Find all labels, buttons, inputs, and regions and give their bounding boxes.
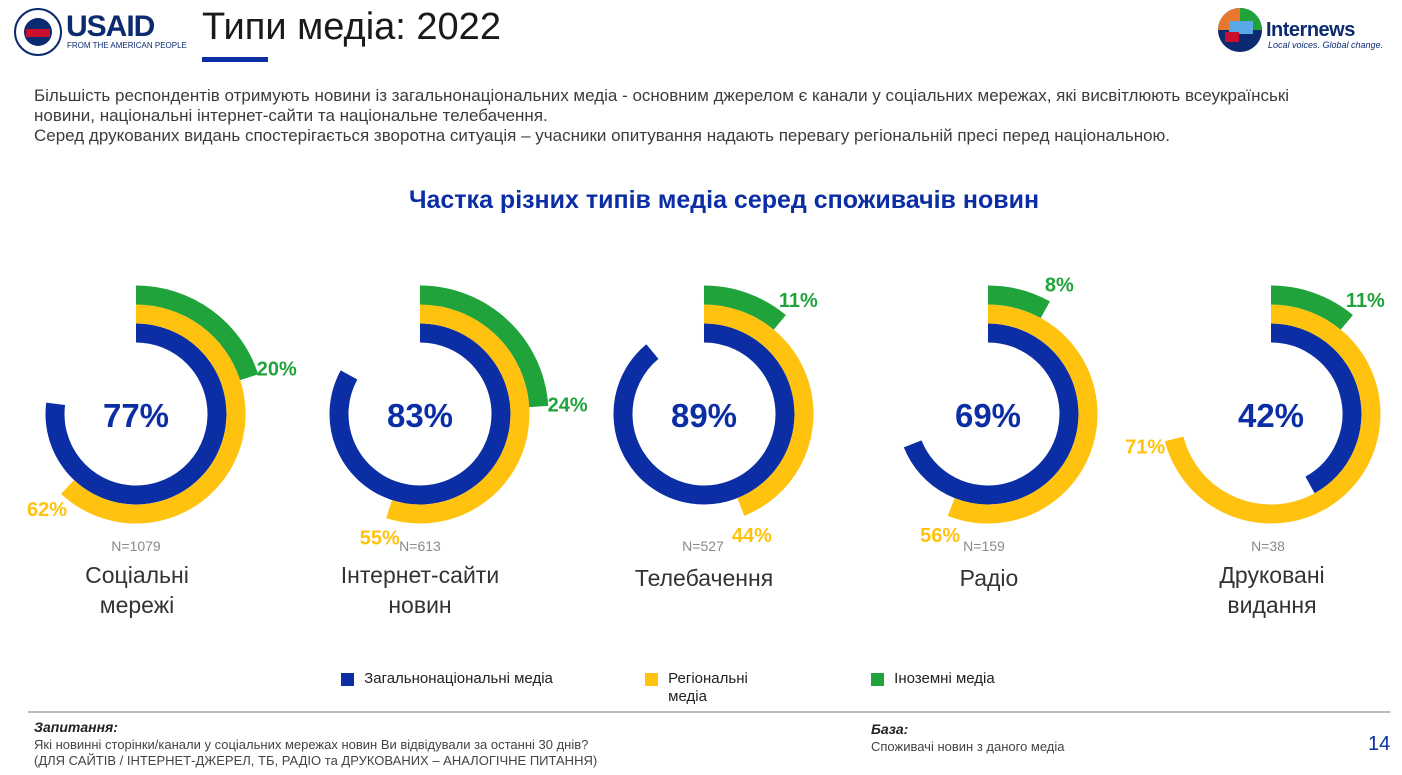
question-text: Які новинні сторінки/канали у соціальних… (34, 737, 794, 769)
sample-size-websites: N=613 (399, 538, 441, 554)
usaid-logo-text: USAID (66, 10, 155, 43)
category-label-line: Телебачення (634, 565, 774, 591)
donut-arc-national-1 (329, 323, 511, 505)
category-label-social: Соціальні мережі (17, 560, 257, 620)
category-label-tv: Телебачення (584, 563, 824, 593)
regional-value-label-4: 71% (1125, 436, 1165, 458)
center-value-label-4: 42% (1238, 397, 1304, 434)
intro-paragraph-1: Більшість респондентів отримують новини … (34, 86, 1290, 125)
legend-label-regional: Регіональні медіа (668, 670, 748, 706)
foreign-value-label-4: 11% (1346, 290, 1385, 312)
category-label-line: мережі (99, 592, 175, 618)
foreign-value-label-2: 11% (779, 290, 818, 312)
center-value-label-2: 89% (671, 397, 737, 434)
question-heading: Запитання: (34, 719, 118, 735)
donut-arc-national-3 (903, 323, 1079, 505)
legend-label-regional-line2: медіа (668, 688, 707, 705)
category-label-line: Соціальні (85, 562, 189, 588)
category-label-print: Друковані видання (1152, 560, 1392, 620)
legend-swatch-national (341, 673, 354, 686)
donut-arc-regional-3 (947, 304, 1098, 524)
sample-size-print: N=38 (1251, 538, 1285, 554)
donut-arc-national-4 (1270, 323, 1362, 494)
legend-item-foreign: Іноземні медіа (871, 670, 995, 687)
footer-divider (28, 711, 1390, 713)
title-underline (202, 57, 268, 62)
donut-arc-regional-4 (1164, 304, 1381, 524)
center-value-label-1: 83% (387, 397, 453, 434)
category-label-websites: Інтернет-сайти новин (300, 560, 540, 620)
base-text: Споживачі новин з даного медіа (871, 739, 1065, 754)
foreign-value-label-1: 24% (548, 395, 588, 417)
donut-arc-foreign-0 (135, 285, 259, 381)
regional-value-label-0: 62% (27, 499, 67, 521)
page-title: Типи медіа: 2022 (202, 6, 501, 48)
category-label-line: Радіо (959, 565, 1019, 591)
center-value-label-3: 69% (955, 397, 1021, 434)
donut-arc-national-0 (45, 323, 227, 505)
donut-arc-regional-1 (386, 304, 530, 524)
legend-label-regional-line1: Регіональні (668, 670, 748, 687)
question-line: Які новинні сторінки/канали у соціальних… (34, 737, 589, 752)
base-heading: База: (871, 721, 909, 737)
foreign-value-label-3: 8% (1045, 274, 1074, 296)
center-value-label-0: 77% (103, 397, 169, 434)
sample-size-radio: N=159 (963, 538, 1005, 554)
foreign-value-label-0: 20% (257, 358, 297, 380)
legend-label-national: Загальнонаціональні медіа (364, 670, 553, 687)
category-label-line: Друковані (1219, 562, 1325, 588)
donut-arc-national-2 (613, 323, 795, 505)
usaid-tagline: FROM THE AMERICAN PEOPLE (67, 41, 187, 50)
category-label-line: новин (388, 592, 452, 618)
sample-size-tv: N=527 (682, 538, 724, 554)
donut-arc-foreign-2 (703, 285, 786, 330)
category-label-line: Інтернет-сайти (340, 562, 500, 588)
question-line: (ДЛЯ САЙТІВ / ІНТЕРНЕТ-ДЖЕРЕЛ, ТБ, РАДІО… (34, 753, 598, 768)
category-label-line: видання (1227, 592, 1317, 618)
category-label-radio: Радіо (869, 563, 1109, 593)
legend-item-regional: Регіональні медіа (645, 670, 748, 706)
donut-arc-regional-2 (703, 304, 814, 516)
internews-tagline: Local voices. Global change. (1268, 40, 1384, 50)
chart-title: Частка різних типів медіа серед споживач… (408, 186, 1040, 214)
legend-swatch-foreign (871, 673, 884, 686)
internews-logo-icon (1218, 8, 1262, 52)
donut-arc-foreign-1 (419, 285, 549, 408)
intro-text: Більшість респондентів отримують новини … (34, 86, 1344, 146)
regional-value-label-1: 55% (360, 528, 400, 550)
intro-paragraph-2: Серед друкованих видань спостерігається … (34, 126, 1171, 145)
internews-logo-text: Internews (1266, 19, 1355, 41)
donut-arc-regional-0 (61, 304, 246, 524)
donut-arc-foreign-3 (987, 285, 1050, 319)
regional-value-label-3: 56% (920, 525, 960, 547)
donut-arc-foreign-4 (1270, 285, 1353, 330)
regional-value-label-2: 44% (732, 525, 772, 547)
sample-size-social: N=1079 (111, 538, 161, 554)
legend-swatch-regional (645, 673, 658, 686)
legend-item-national: Загальнонаціональні медіа (341, 670, 553, 687)
page-number: 14 (1368, 733, 1391, 755)
usaid-seal-logo (14, 8, 62, 56)
legend-label-foreign: Іноземні медіа (894, 670, 995, 687)
